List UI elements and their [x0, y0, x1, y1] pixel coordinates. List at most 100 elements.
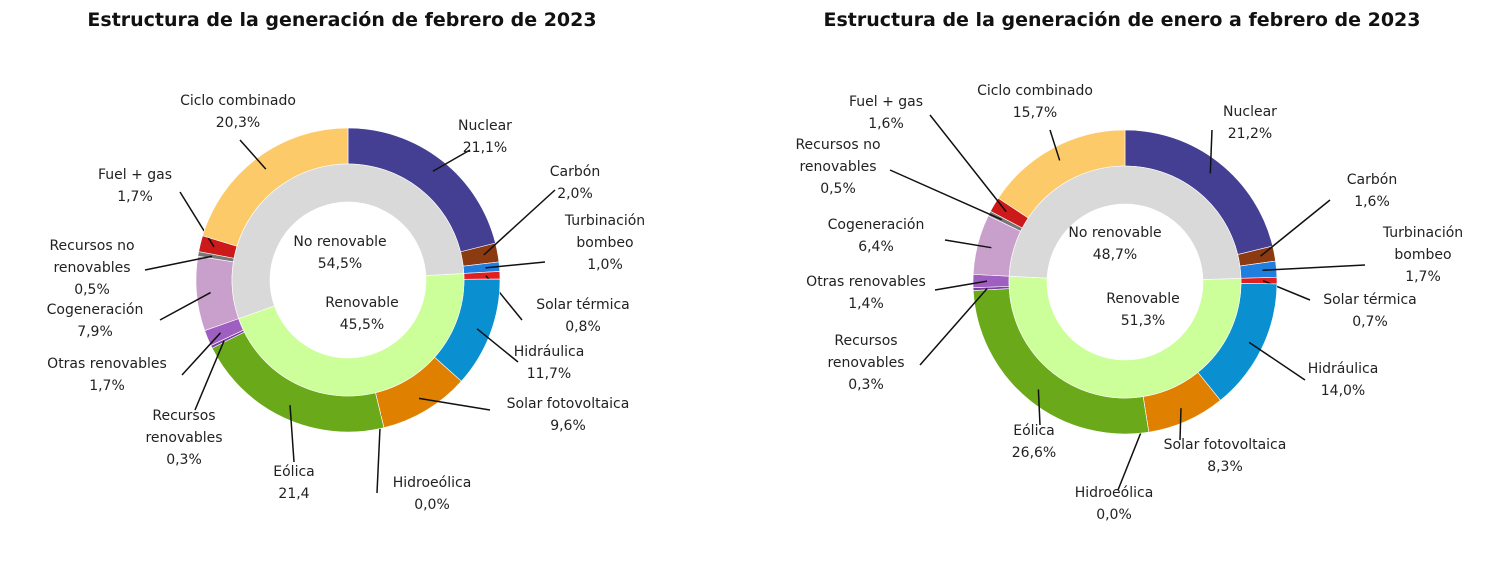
- inner-label: Renovable 51,3%: [1106, 291, 1179, 329]
- segment-label-line: Cogeneración: [47, 302, 144, 318]
- segment-label-line: 1,0%: [587, 257, 623, 273]
- leader-line: [418, 397, 491, 411]
- leader-line: [1049, 129, 1061, 161]
- segment-label: Recursos renovables 0,3%: [827, 333, 904, 393]
- outer-segment: [1240, 276, 1278, 285]
- segment-label: Cogeneración 6,4%: [828, 217, 925, 255]
- inner-segment: [238, 273, 465, 397]
- segment-label-line: 7,9%: [77, 324, 113, 340]
- inner-label: No renovable 48,7%: [1068, 225, 1161, 263]
- segment-label: Otras renovables 1,7%: [47, 356, 167, 394]
- segment-label-line: Recursos no: [795, 137, 880, 153]
- segment-label: Fuel + gas 1,7%: [98, 167, 172, 205]
- segment-label-line: Nuclear: [458, 118, 512, 134]
- segment-label-line: Recursos: [152, 408, 215, 424]
- segment-label-line: 1,7%: [89, 378, 125, 394]
- segment-label-line: 0,3%: [848, 377, 884, 393]
- segment-label: Solar fotovoltaica 9,6%: [507, 396, 630, 434]
- inner-label-line: 51,3%: [1121, 313, 1165, 329]
- segment-label-line: 11,7%: [527, 366, 571, 382]
- chart-title: Estructura de la generación de enero a f…: [824, 9, 1421, 31]
- segment-label-line: renovables: [827, 355, 904, 371]
- segment-label-line: 14,0%: [1321, 383, 1365, 399]
- segment-label: Ciclo combinado 20,3%: [180, 93, 296, 131]
- leader-line: [476, 328, 519, 363]
- segment-label-line: Eólica: [1013, 423, 1054, 439]
- segment-label: Turbinación bombeo 1,0%: [564, 213, 645, 273]
- inner-label-line: Renovable: [1106, 291, 1179, 307]
- segment-label-line: 21,1%: [463, 140, 507, 156]
- inner-label-line: 45,5%: [340, 317, 384, 333]
- segment-label-line: Nuclear: [1223, 104, 1277, 120]
- segment-label-line: Hidroeólica: [393, 475, 472, 491]
- inner-label-line: No renovable: [293, 234, 386, 250]
- segment-label-line: Turbinación: [564, 213, 645, 229]
- leader-line: [1262, 264, 1366, 272]
- leader-line: [159, 291, 211, 321]
- segment-label: Nuclear 21,2%: [1223, 104, 1277, 142]
- segment-label-line: 2,0%: [557, 186, 593, 202]
- leader-line: [485, 261, 546, 269]
- inner-segment: [1008, 275, 1242, 399]
- segment-label: Recursos renovables 0,3%: [145, 408, 222, 468]
- leader-line: [432, 149, 471, 172]
- segment-label-line: 0,0%: [1096, 507, 1132, 523]
- segment-label: Cogeneración 7,9%: [47, 302, 144, 340]
- segment-label-line: Recursos no: [49, 238, 134, 254]
- leader-line: [483, 189, 556, 256]
- segment-label-line: 15,7%: [1013, 105, 1057, 121]
- segment-label: Carbón 1,6%: [1347, 172, 1397, 210]
- segment-label: Recursos no renovables 0,5%: [49, 238, 134, 298]
- leader-line: [194, 340, 225, 411]
- segment-label-line: Fuel + gas: [98, 167, 172, 183]
- segment-label-line: Solar térmica: [1323, 292, 1417, 308]
- segment-label-line: 1,7%: [1405, 269, 1441, 285]
- segment-label-line: 26,6%: [1012, 445, 1056, 461]
- segment-label-line: renovables: [53, 260, 130, 276]
- leader-line: [1248, 341, 1306, 381]
- segment-label-line: bombeo: [1394, 247, 1451, 263]
- outer-segment: [195, 255, 239, 331]
- segment-label-line: 1,7%: [117, 189, 153, 205]
- segment-label-line: 1,6%: [868, 116, 904, 132]
- segment-label-line: 0,5%: [74, 282, 110, 298]
- segment-label: Solar térmica 0,8%: [536, 297, 630, 335]
- segment-label-line: renovables: [145, 430, 222, 446]
- leader-line: [289, 405, 295, 463]
- outer-segment: [972, 274, 1010, 289]
- segment-label: Carbón 2,0%: [550, 164, 600, 202]
- segment-label-line: Carbón: [550, 164, 600, 180]
- leader-line: [889, 169, 1003, 221]
- segment-label-line: 0,7%: [1352, 314, 1388, 330]
- segment-label-line: Ciclo combinado: [180, 93, 296, 109]
- segment-label-line: renovables: [799, 159, 876, 175]
- leader-line: [919, 288, 988, 366]
- segment-label-line: Solar fotovoltaica: [507, 396, 630, 412]
- segment-label-line: 9,6%: [550, 418, 586, 434]
- segment-label: Solar térmica 0,7%: [1323, 292, 1417, 330]
- segment-label-line: 20,3%: [216, 115, 260, 131]
- leader-line: [934, 280, 988, 291]
- inner-segment: [231, 163, 465, 319]
- inner-label: Renovable 45,5%: [325, 295, 398, 333]
- segment-label-line: Hidráulica: [514, 344, 585, 360]
- leader-line: [944, 239, 992, 249]
- inner-label: No renovable 54,5%: [293, 234, 386, 272]
- segment-label: Hidroeólica 0,0%: [1075, 485, 1154, 523]
- segment-label-line: Carbón: [1347, 172, 1397, 188]
- leader-line: [929, 114, 1007, 213]
- segment-label: Nuclear 21,1%: [458, 118, 512, 156]
- inner-label-line: 54,5%: [318, 256, 362, 272]
- inner-label-line: Renovable: [325, 295, 398, 311]
- segment-label-line: Hidroeólica: [1075, 485, 1154, 501]
- segment-label-line: Cogeneración: [828, 217, 925, 233]
- chart-title: Estructura de la generación de febrero d…: [87, 9, 596, 31]
- inner-label-line: 48,7%: [1093, 247, 1137, 263]
- segment-label-line: Fuel + gas: [849, 94, 923, 110]
- segment-label-line: Eólica: [273, 464, 314, 480]
- leader-line: [1037, 389, 1041, 426]
- segment-label-line: 0,0%: [414, 497, 450, 513]
- segment-label-line: 8,3%: [1207, 459, 1243, 475]
- segment-label-line: 21,2%: [1228, 126, 1272, 142]
